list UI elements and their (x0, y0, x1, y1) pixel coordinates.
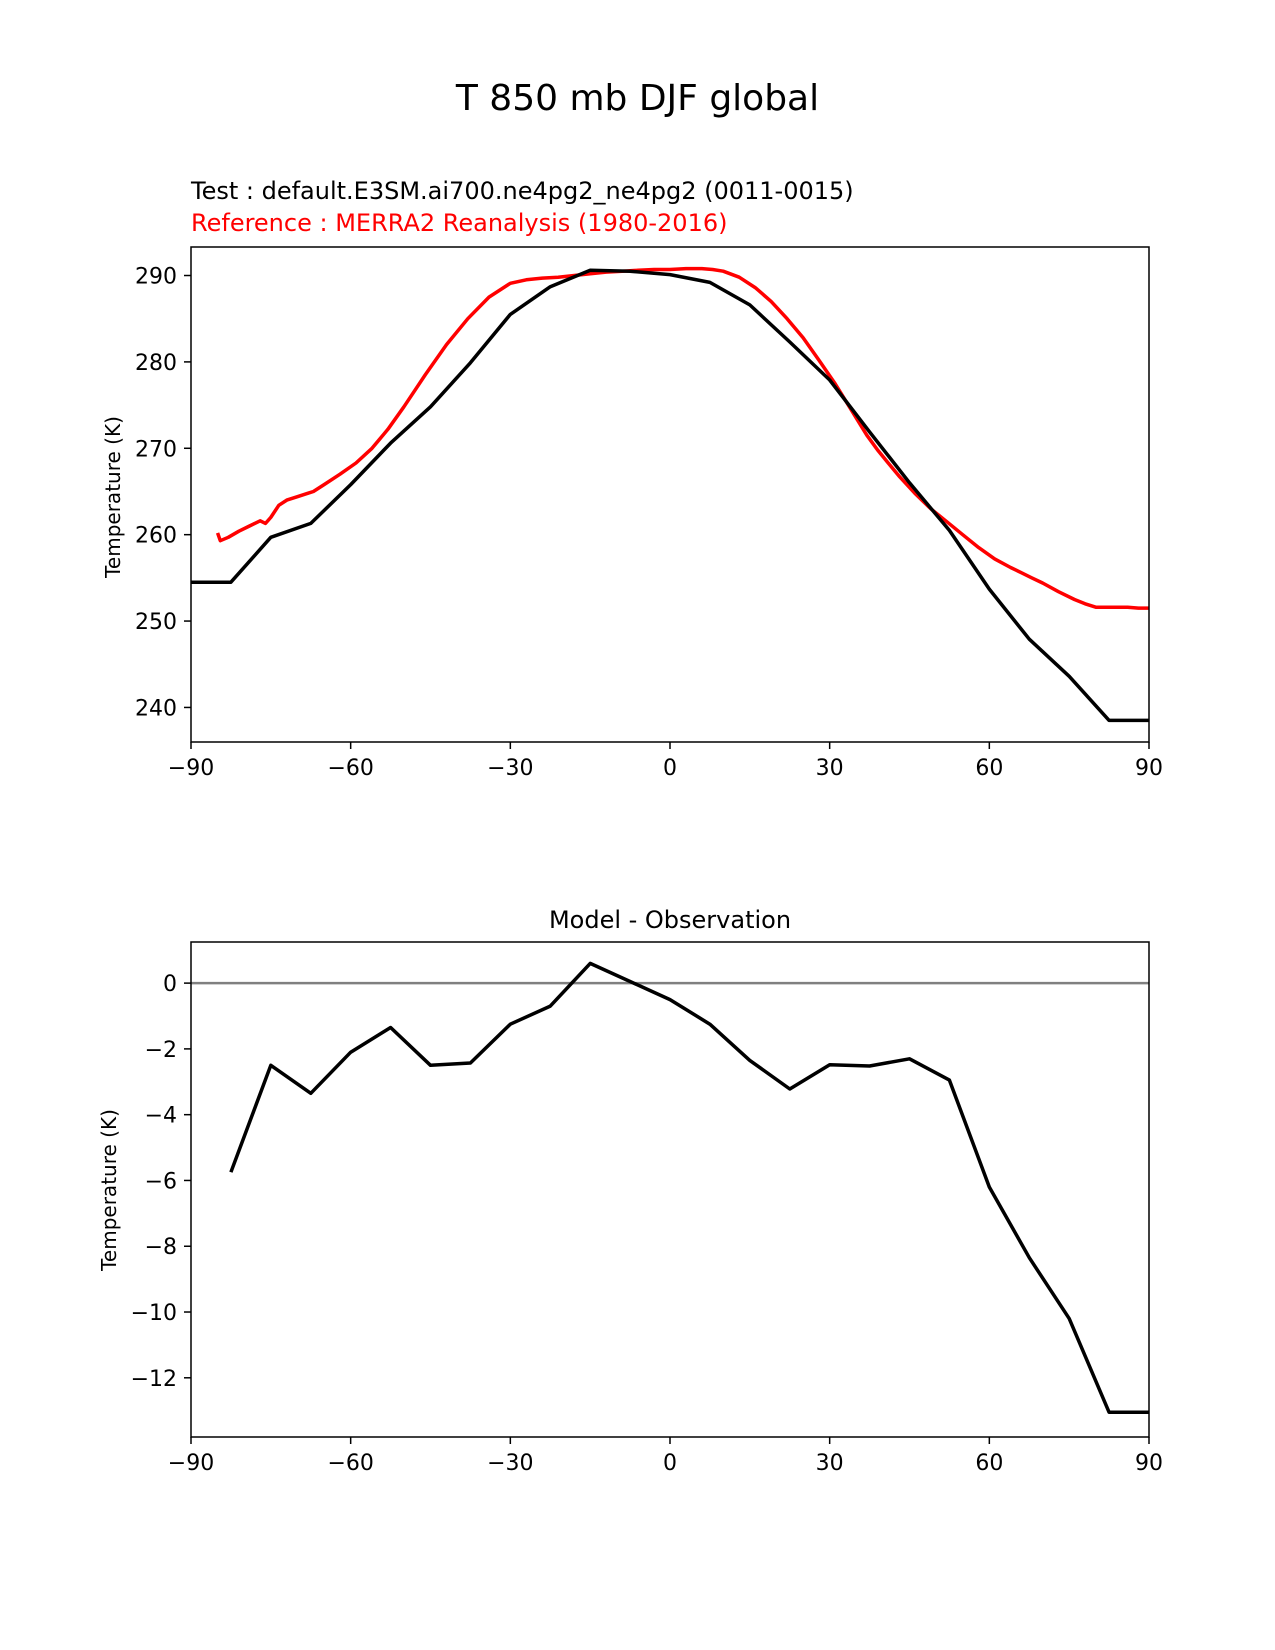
bottom-y-tick-label: 0 (163, 972, 177, 997)
top-x-axis: −90 −60 −30 0 30 60 90 (168, 742, 1163, 781)
bottom-x-tick-label: 90 (1135, 1451, 1163, 1476)
top-y-tick-label: 270 (135, 437, 177, 462)
top-y-tick-label: 290 (135, 265, 177, 290)
bottom-x-tick-label: 0 (663, 1451, 677, 1476)
figure-title: T 850 mb DJF global (455, 78, 819, 119)
bottom-x-tick-label: −60 (327, 1451, 373, 1476)
top-x-tick-label: 0 (663, 756, 677, 781)
bottom-y-tick-label: −4 (145, 1104, 177, 1129)
top-test-title: Test : default.E3SM.ai700.ne4pg2_ne4pg2 … (190, 177, 854, 205)
top-x-tick-label: −60 (327, 756, 373, 781)
top-series-test-line (191, 268, 1149, 723)
bottom-y-tick-label: −6 (145, 1169, 177, 1194)
bottom-y-tick-label: −10 (131, 1301, 177, 1326)
top-x-tick-label: −30 (487, 756, 533, 781)
top-y-tick-label: 260 (135, 524, 177, 549)
bottom-plot-frame (190, 941, 1150, 1438)
top-y-axis-label: Temperature (K) (101, 416, 125, 579)
top-y-tick-label: 250 (135, 610, 177, 635)
bottom-title: Model - Observation (549, 906, 791, 934)
bottom-x-tick-label: 60 (975, 1451, 1003, 1476)
top-plot-frame (190, 246, 1150, 743)
top-x-tick-label: −90 (168, 756, 214, 781)
top-y-tick-label: 280 (135, 351, 177, 376)
bottom-x-axis: −90 −60 −30 0 30 60 90 (168, 1437, 1163, 1476)
bottom-x-tick-label: −30 (487, 1451, 533, 1476)
top-x-tick-label: 90 (1135, 756, 1163, 781)
bottom-y-tick-label: −12 (131, 1367, 177, 1392)
top-panel: Test : default.E3SM.ai700.ne4pg2_ne4pg2 … (101, 177, 1163, 781)
bottom-series-group (191, 961, 1149, 1415)
bottom-y-tick-label: −2 (145, 1038, 177, 1063)
bottom-y-axis: −12 −10 −8 −6 −4 −2 0 (131, 972, 191, 1392)
top-reference-title: Reference : MERRA2 Reanalysis (1980-2016… (191, 209, 727, 237)
bottom-x-tick-label: −90 (168, 1451, 214, 1476)
top-x-tick-label: 30 (816, 756, 844, 781)
top-series-group (191, 266, 1149, 723)
bottom-y-tick-label: −8 (145, 1235, 177, 1260)
bottom-x-tick-label: 30 (816, 1451, 844, 1476)
bottom-series-model-observation-line (229, 961, 1149, 1415)
bottom-y-axis-label: Temperature (K) (97, 1109, 121, 1272)
bottom-panel: Model - Observation −12−10−8−6−4−20 −90−… (97, 906, 1163, 1476)
top-y-axis: 240 250 260 270 280 290 (135, 265, 191, 721)
top-x-tick-label: 60 (975, 756, 1003, 781)
top-y-tick-label: 240 (135, 696, 177, 721)
top-series-reference-line (215, 266, 1149, 610)
